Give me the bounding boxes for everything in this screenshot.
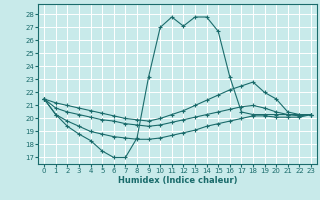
X-axis label: Humidex (Indice chaleur): Humidex (Indice chaleur)	[118, 176, 237, 185]
